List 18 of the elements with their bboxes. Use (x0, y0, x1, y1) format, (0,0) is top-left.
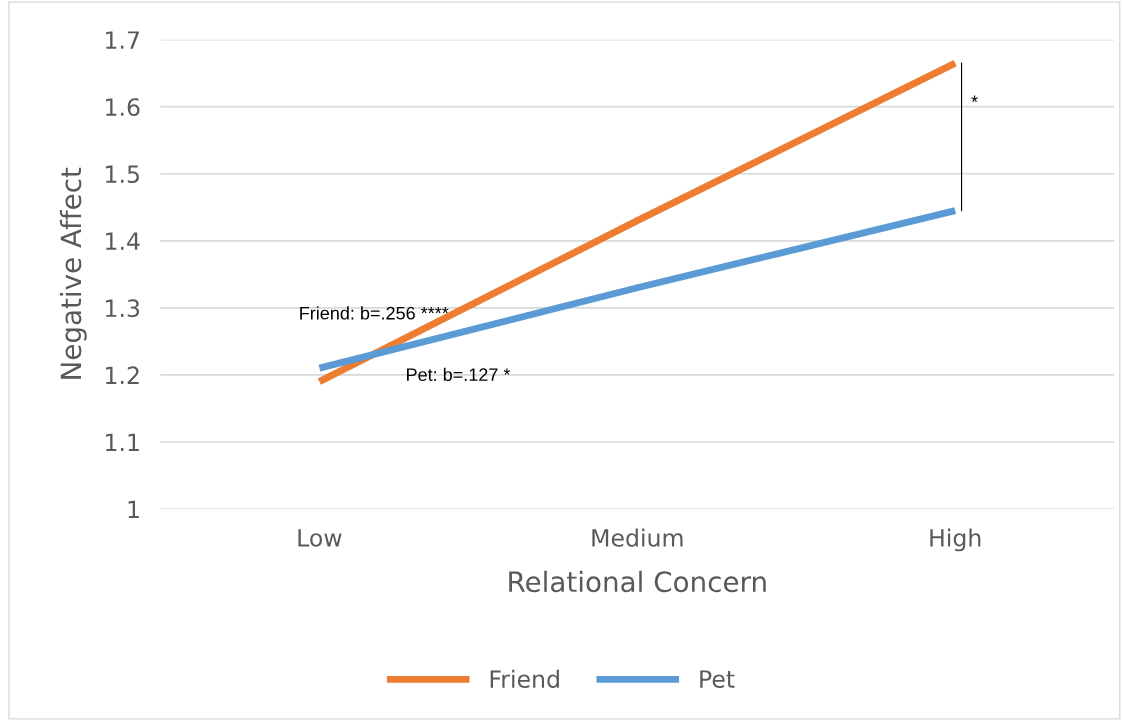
x-axis-title: Relational Concern (509, 570, 766, 593)
y-tick-label: 1.7 (106, 31, 139, 49)
annotation: Pet: b=.127 * (407, 367, 511, 382)
y-tick-label: 1.5 (106, 165, 139, 184)
legend-label: Pet (700, 670, 735, 688)
annotation: Friend: b=.256 **** (300, 306, 449, 320)
y-axis-title: Negative Affect (59, 167, 87, 379)
y-tick-label: 1.2 (106, 366, 139, 384)
y-tick-label: 1.1 (106, 433, 139, 451)
x-tick-label: Low (298, 529, 342, 547)
x-tick-label: High (930, 528, 981, 552)
y-tick-label: 1.3 (106, 299, 140, 318)
x-tick-label: Medium (592, 528, 683, 547)
annotation: * (971, 95, 978, 102)
y-tick-label: 1 (128, 500, 139, 518)
y-tick-label: 1.4 (106, 232, 140, 250)
legend-label: Friend (490, 669, 559, 688)
y-tick-label: 1.6 (106, 98, 140, 117)
